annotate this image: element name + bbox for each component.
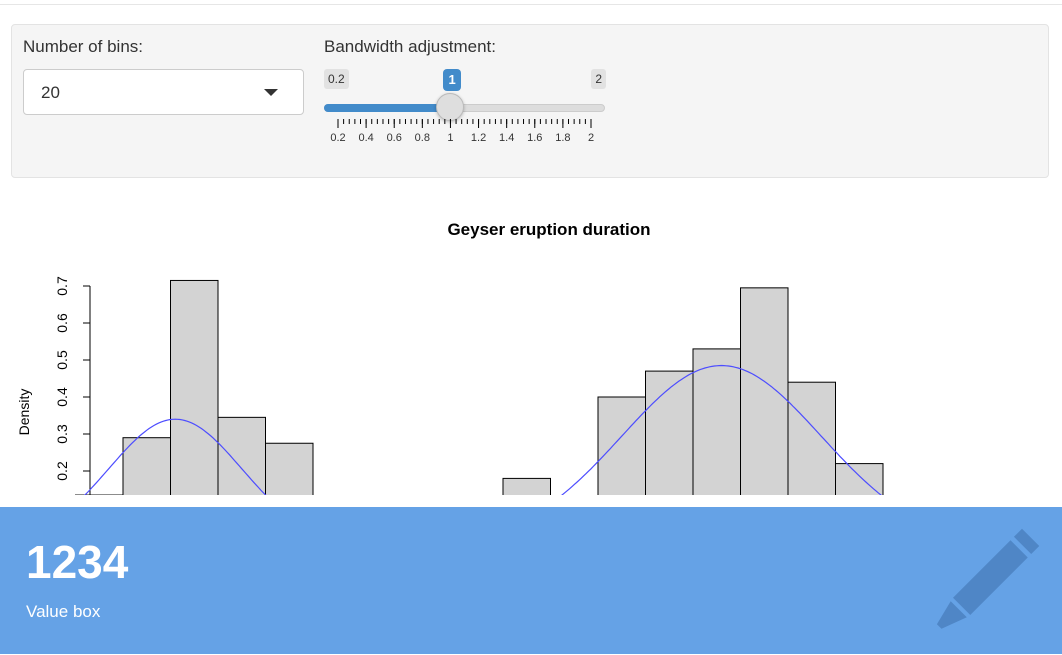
slider-tick-label: 1.6 xyxy=(527,132,542,144)
controls-panel: Number of bins: 20 Bandwidth adjustment:… xyxy=(11,24,1049,178)
y-tick-label: 0.4 xyxy=(54,387,70,407)
histogram-bar xyxy=(597,396,646,495)
chevron-down-icon[interactable] xyxy=(264,89,278,96)
bins-select-value: 20 xyxy=(41,83,60,102)
slider-tick-label: 0.4 xyxy=(358,132,373,144)
value-box-subtitle: Value box xyxy=(26,602,101,621)
y-tick-label: 0.6 xyxy=(54,313,70,333)
pencil-icon xyxy=(936,528,1040,629)
histogram-bar xyxy=(217,416,266,495)
y-axis-label: Density xyxy=(16,389,32,436)
histogram-bar xyxy=(170,279,219,495)
y-tick-label: 0.2 xyxy=(54,461,70,481)
slider-tick-label: 1 xyxy=(447,132,453,144)
slider-tick-label: 1.4 xyxy=(499,132,514,144)
bandwidth-label: Bandwidth adjustment: xyxy=(324,37,496,56)
density-curve xyxy=(84,364,882,495)
histogram-bar xyxy=(265,442,314,495)
slider-grid: 0.2 0.4 0.6 0.8 1 1.2 1.4 1.6 1.8 2 xyxy=(330,119,594,144)
slider-tick-label: 0.8 xyxy=(415,132,430,144)
y-tick-label: 0.5 xyxy=(54,350,70,370)
slider-fill xyxy=(324,104,451,112)
slider-tick-label: 0.6 xyxy=(387,132,402,144)
y-axis: 0.2 0.3 0.4 0.5 0.6 0.7 xyxy=(54,276,91,495)
bandwidth-slider[interactable]: 0.2 2 1 0.2 0.4 0.6 0.8 1 1.2 1.4 1.6 1.8 2 xyxy=(324,69,606,149)
slider-tick-label: 2 xyxy=(588,132,594,144)
bins-select[interactable]: 20 xyxy=(23,69,304,115)
slider-handle[interactable] xyxy=(436,93,465,121)
slider-tick-label: 1.8 xyxy=(555,132,570,144)
y-tick-label: 0.7 xyxy=(54,276,70,296)
slider-tick-label: 0.2 xyxy=(330,132,345,144)
histogram-bar xyxy=(740,287,789,495)
histogram-bar xyxy=(787,381,836,495)
histogram-bar xyxy=(502,477,551,495)
histogram-bar xyxy=(692,348,741,495)
histogram-bar xyxy=(122,437,171,495)
chart-title: Geyser eruption duration xyxy=(447,220,650,239)
slider-value-label: 1 xyxy=(443,69,461,91)
slider-max-label: 2 xyxy=(591,69,606,89)
value-box: 1234 Value box xyxy=(0,507,1062,654)
histogram-bar xyxy=(645,370,694,495)
bins-label: Number of bins: xyxy=(23,37,143,56)
value-box-number: 1234 xyxy=(26,536,129,588)
slider-tick-label: 1.2 xyxy=(471,132,486,144)
bars xyxy=(75,279,884,495)
y-tick-label: 0.3 xyxy=(54,424,70,444)
histogram-plot: Geyser eruption duration Density 0.20.30… xyxy=(16,220,884,495)
histogram-bar xyxy=(835,463,884,495)
slider-min-label: 0.2 xyxy=(324,69,349,89)
top-divider xyxy=(0,4,1062,5)
